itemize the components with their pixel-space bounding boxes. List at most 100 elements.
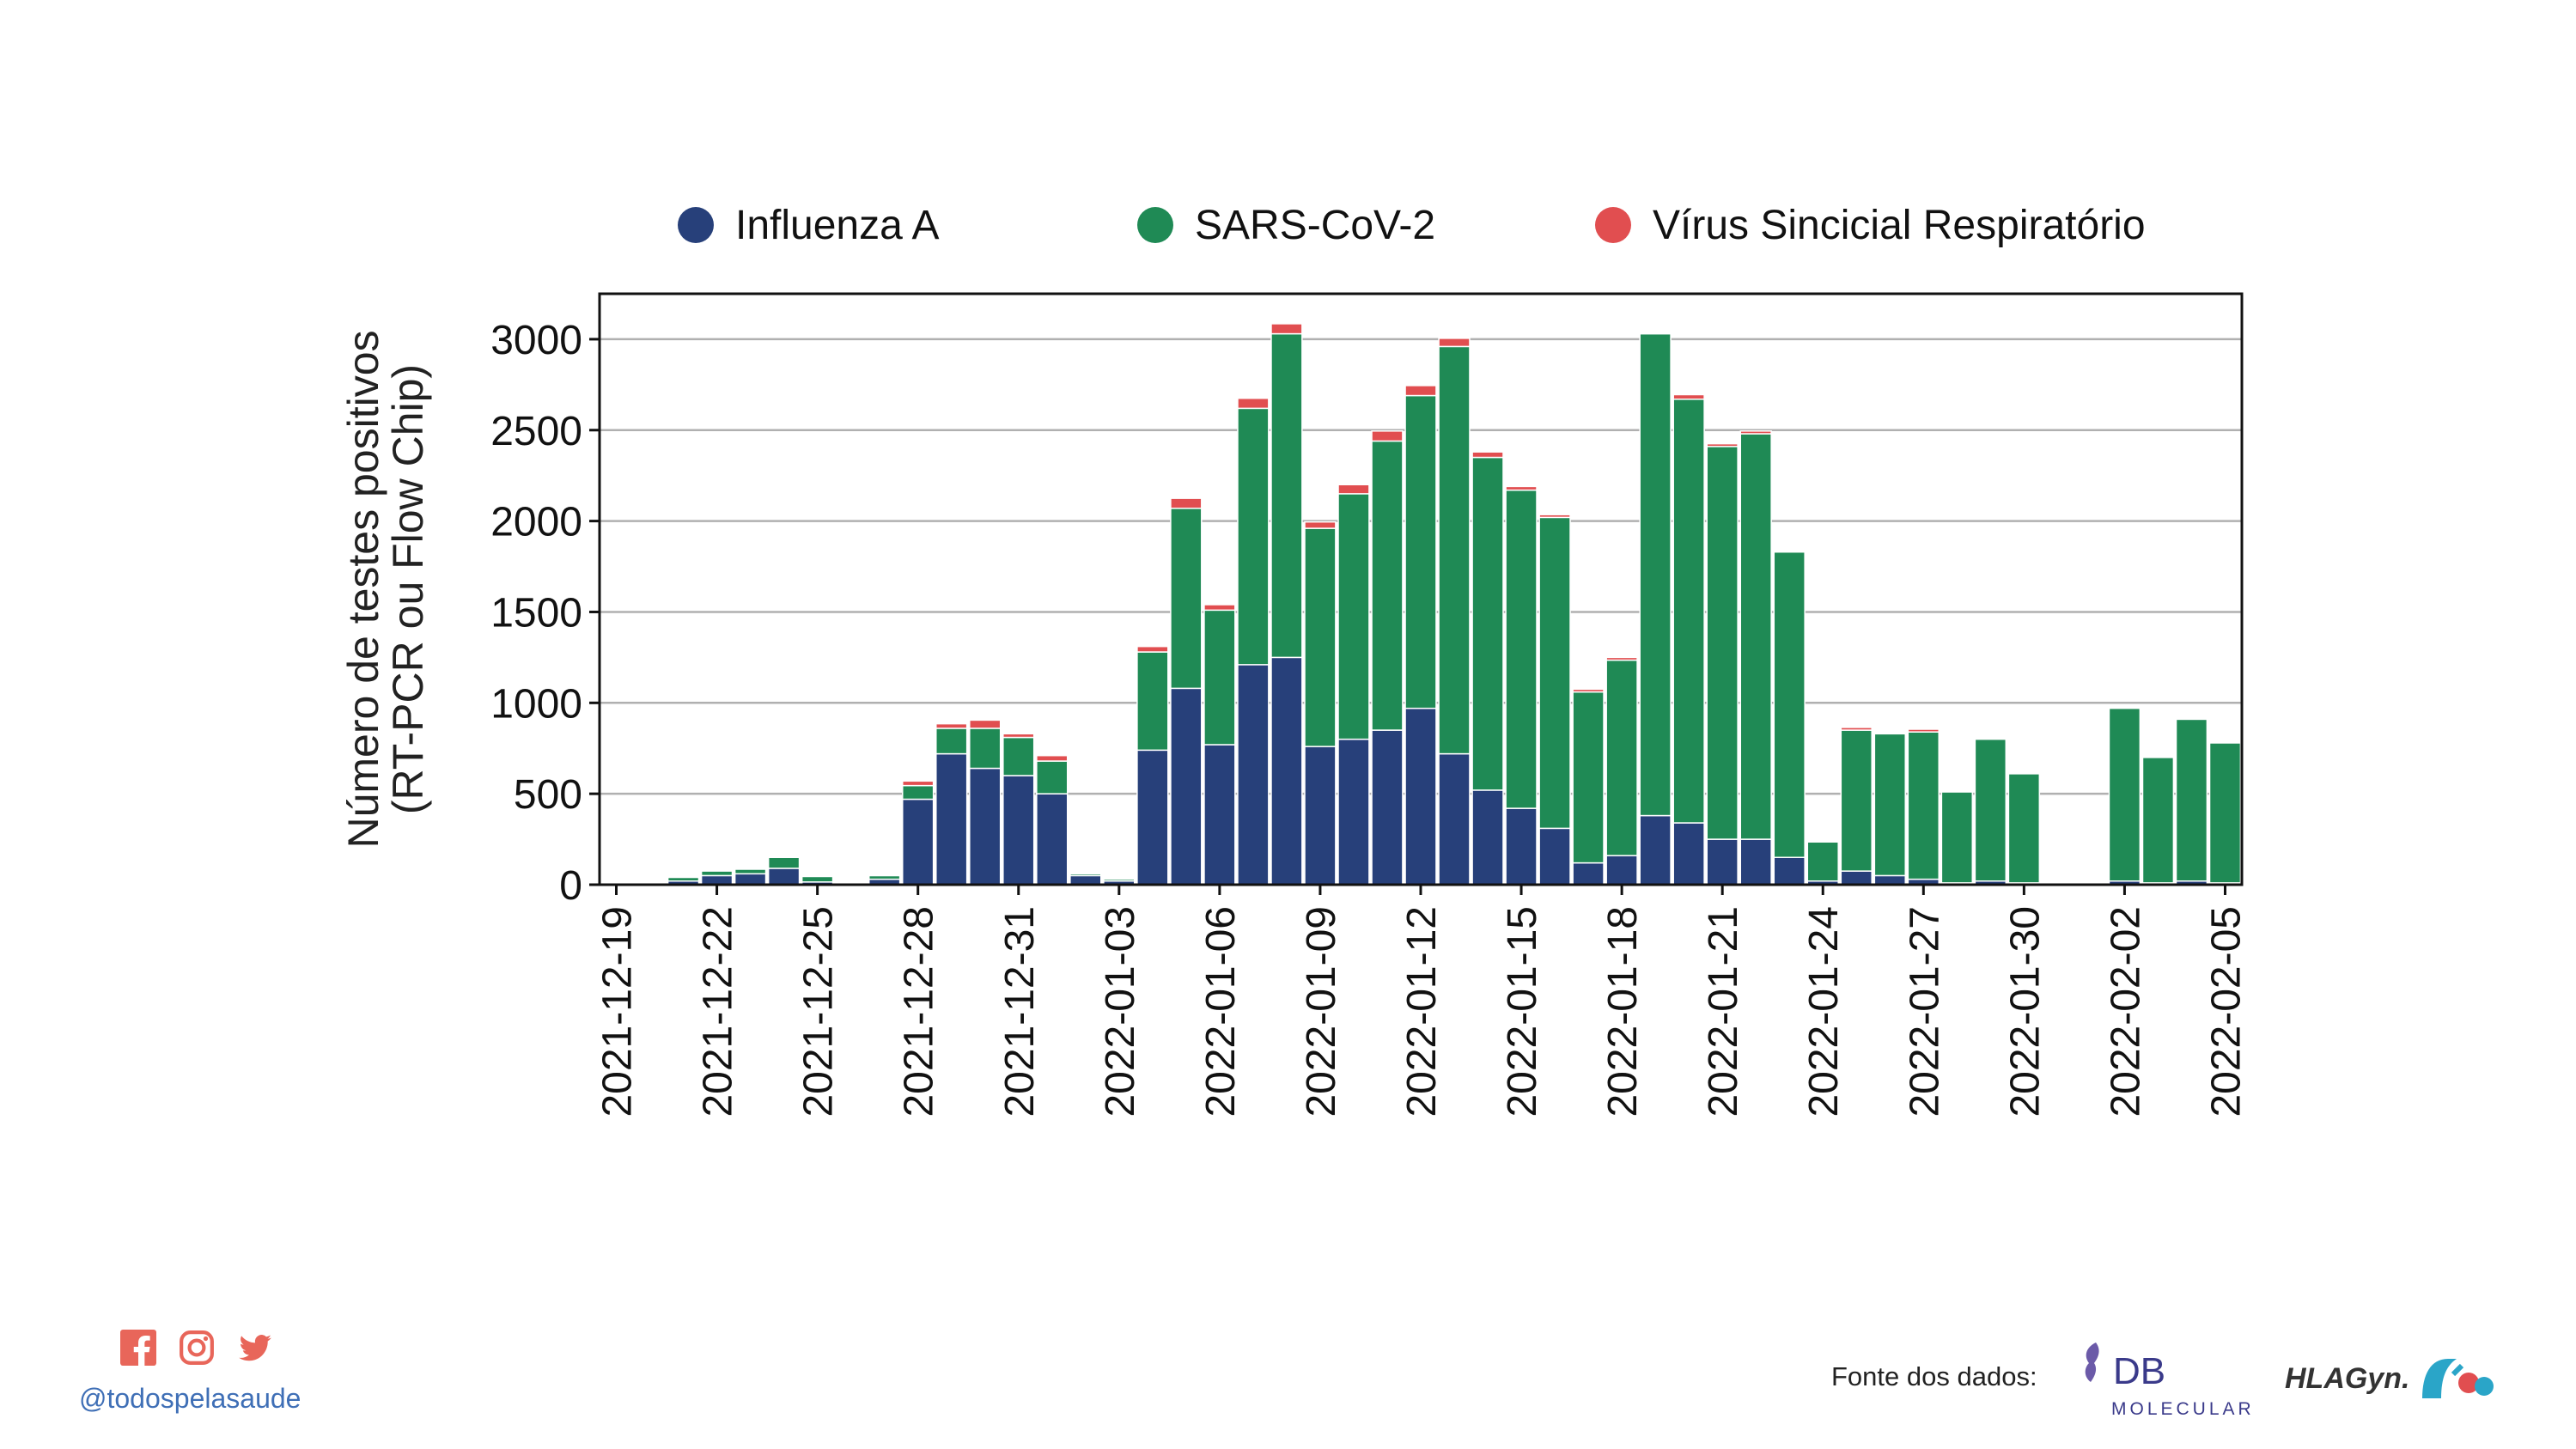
legend-marker xyxy=(1137,207,1173,243)
bar-segment xyxy=(1304,527,1337,747)
bar-segment xyxy=(2175,717,2208,721)
social-handle[interactable]: @todospelasaude xyxy=(79,1383,301,1414)
bar-segment xyxy=(1069,873,1102,877)
bar-segment xyxy=(801,875,834,883)
bar-segment xyxy=(1840,729,1873,872)
y-tick-label: 1500 xyxy=(490,590,582,636)
bar-segment xyxy=(935,722,968,729)
bar-segment xyxy=(767,855,801,858)
x-tick-label: 2022-01-09 xyxy=(1299,906,1344,1117)
bar-segment xyxy=(1438,345,1471,755)
bar-segment xyxy=(2141,756,2175,758)
bar-segment xyxy=(767,856,801,869)
bar-segment xyxy=(2175,718,2208,882)
bar-segment xyxy=(1237,397,1270,410)
x-axis-ticks: 2021-12-19 2021-12-22 2021-12-25 2021-12-28… xyxy=(595,885,2249,1117)
x-tick-label: 2022-01-03 xyxy=(1098,906,1143,1117)
facebook-icon[interactable] xyxy=(120,1330,156,1366)
bar-segment xyxy=(1203,604,1236,612)
y-axis-label-line: (RT-PCR ou Flow Chip) xyxy=(384,364,432,814)
bar-segment xyxy=(1706,442,1739,447)
bar-segment xyxy=(1672,822,1705,886)
social-icons xyxy=(120,1330,273,1366)
x-tick-label: 2021-12-22 xyxy=(696,906,741,1117)
bar-segment xyxy=(1639,332,1672,335)
bar-segment xyxy=(1773,550,1806,553)
db-logo-subtext: MOLECULAR xyxy=(2111,1399,2255,1419)
bar-segment xyxy=(1404,707,1437,886)
x-tick-label: 2021-12-19 xyxy=(595,906,641,1117)
instagram-icon[interactable] xyxy=(179,1330,215,1366)
bar-segment xyxy=(1103,878,1136,882)
bar-segment xyxy=(1304,746,1337,886)
bar-segment xyxy=(1572,688,1605,693)
y-tick-label: 1000 xyxy=(490,681,582,727)
bar-segment xyxy=(1505,485,1538,491)
bar-segment xyxy=(868,874,901,877)
x-tick-label: 2022-01-12 xyxy=(1399,906,1445,1117)
bar-segment xyxy=(1170,508,1203,690)
bar-segment xyxy=(1136,749,1169,886)
bar-segment xyxy=(1505,807,1538,886)
y-tick-label: 0 xyxy=(559,863,582,909)
legend-marker xyxy=(678,207,714,243)
bar-segment xyxy=(1706,446,1739,840)
bar-segment xyxy=(1907,731,1940,880)
x-tick-label: 2022-02-05 xyxy=(2203,906,2249,1117)
bar-segment xyxy=(1270,656,1303,886)
bar-segment xyxy=(1471,789,1504,886)
bar-segment xyxy=(2208,742,2242,884)
bar-segment xyxy=(1237,664,1270,886)
db-logo-text: DB xyxy=(2113,1350,2165,1392)
bar-segment xyxy=(700,874,734,886)
bar-segment xyxy=(1471,456,1504,791)
bar-segment xyxy=(935,752,968,886)
legend-label: SARS-CoV-2 xyxy=(1195,203,1435,248)
x-tick-label: 2022-01-15 xyxy=(1500,906,1545,1117)
bar-segment xyxy=(1002,775,1035,886)
bar-segment xyxy=(1069,874,1102,886)
bar-segment xyxy=(1873,732,1906,735)
bar-segment xyxy=(1036,760,1069,795)
bar-segment xyxy=(1873,733,1906,877)
y-axis-label-line: Número de testes positivos xyxy=(339,330,387,848)
bar-segment xyxy=(734,873,767,886)
bar-segment xyxy=(1605,659,1638,856)
y-tick-label: 2500 xyxy=(490,409,582,454)
bar-segment xyxy=(767,868,801,886)
bar-segment xyxy=(901,784,935,801)
y-axis-label: Número de testes positivos(RT-PCR ou Flo… xyxy=(339,330,432,848)
bar-segment xyxy=(1337,484,1370,495)
bar-segment xyxy=(1974,738,2007,882)
bar-segment xyxy=(1136,651,1169,752)
x-tick-label: 2021-12-31 xyxy=(997,906,1043,1117)
y-tick-label: 2000 xyxy=(490,500,582,545)
bar-segment xyxy=(2007,773,2041,884)
bar-segment xyxy=(1170,497,1203,509)
bar-segment xyxy=(1270,323,1303,335)
twitter-icon[interactable] xyxy=(237,1330,273,1366)
bar-segment xyxy=(1371,729,1404,886)
bar-segment xyxy=(700,870,734,877)
y-tick-label: 500 xyxy=(514,772,582,818)
bar-segment xyxy=(2141,757,2175,884)
bar-segment xyxy=(1940,791,1974,884)
x-tick-label: 2022-01-18 xyxy=(1600,906,1646,1117)
bar-segment xyxy=(1739,838,1772,886)
bar-segment xyxy=(1773,856,1806,886)
bar-segment xyxy=(1136,645,1169,653)
bar-segment xyxy=(1438,338,1471,348)
bar-segment xyxy=(667,876,700,882)
legend: Influenza A SARS-CoV-2 Vírus Sincicial Res… xyxy=(678,203,2146,248)
bar-segment xyxy=(2208,741,2242,744)
bar-segment xyxy=(901,780,935,787)
bar-segment xyxy=(1538,514,1571,519)
data-source-label: Fonte dos dados: xyxy=(1831,1361,2037,1391)
legend-marker xyxy=(1595,207,1631,243)
bar-segment xyxy=(1672,393,1705,400)
bar-segment xyxy=(901,798,935,886)
bar-segment xyxy=(1639,332,1672,817)
bar-segment xyxy=(1371,440,1404,731)
bar-segment xyxy=(1438,752,1471,886)
